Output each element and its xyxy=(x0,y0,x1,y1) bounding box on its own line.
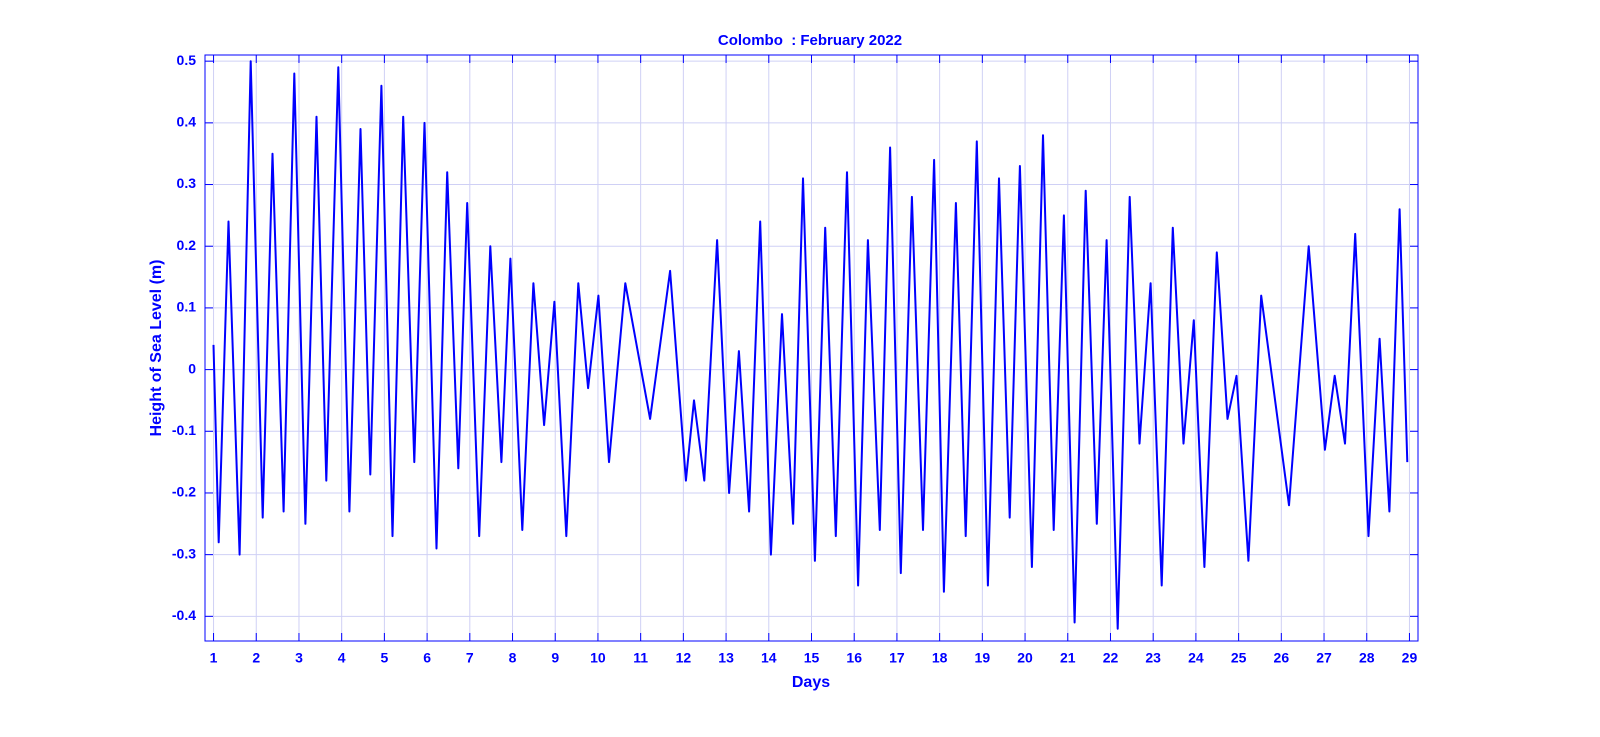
plot-frame xyxy=(204,54,1419,642)
x-tick-label: 13 xyxy=(718,650,734,666)
x-tick-label: 14 xyxy=(761,650,777,666)
y-tick-label: -0.3 xyxy=(172,545,196,561)
x-tick-label: 29 xyxy=(1402,650,1418,666)
x-tick-label: 20 xyxy=(1017,650,1033,666)
x-tick-label: 10 xyxy=(590,650,606,666)
y-tick-label: -0.1 xyxy=(172,422,196,438)
x-tick-label: 5 xyxy=(380,650,388,666)
y-tick-label: 0.3 xyxy=(177,175,197,191)
y-tick-label: 0 xyxy=(188,360,196,376)
x-axis-label: Days xyxy=(792,674,830,691)
x-tick-label: 18 xyxy=(932,650,948,666)
x-tick-label: 17 xyxy=(889,650,905,666)
x-tick-label: 3 xyxy=(295,650,303,666)
y-tick-label: -0.2 xyxy=(172,484,196,500)
x-tick-label: 27 xyxy=(1316,650,1332,666)
y-axis-label: Height of Sea Level (m) xyxy=(148,260,165,437)
x-tick-label: 22 xyxy=(1103,650,1119,666)
x-tick-label: 26 xyxy=(1274,650,1290,666)
x-tick-label: 9 xyxy=(551,650,559,666)
x-tick-label: 25 xyxy=(1231,650,1247,666)
x-tick-label: 1 xyxy=(210,650,218,666)
y-tick-label: 0.5 xyxy=(177,52,197,68)
x-tick-label: 24 xyxy=(1188,650,1204,666)
x-tick-label: 15 xyxy=(804,650,820,666)
x-tick-label: 11 xyxy=(633,650,648,666)
y-tick-label: -0.4 xyxy=(172,607,196,623)
x-tick-label: 16 xyxy=(846,650,862,666)
y-tick-label: 0.1 xyxy=(177,299,197,315)
x-tick-label: 7 xyxy=(466,650,474,666)
x-tick-label: 4 xyxy=(338,650,346,666)
sea-level-line xyxy=(212,60,1409,630)
x-tick-label: 21 xyxy=(1060,650,1076,666)
y-tick-label: 0.4 xyxy=(177,114,197,130)
x-tick-label: 8 xyxy=(509,650,517,666)
y-tick-label: 0.2 xyxy=(177,237,197,253)
x-tick-label: 28 xyxy=(1359,650,1375,666)
x-tick-label: 2 xyxy=(252,650,260,666)
x-tick-label: 12 xyxy=(676,650,692,666)
x-tick-label: 19 xyxy=(975,650,991,666)
x-tick-label: 23 xyxy=(1145,650,1161,666)
chart-title: Colombo : February 2022 xyxy=(718,32,902,49)
x-tick-label: 6 xyxy=(423,650,431,666)
